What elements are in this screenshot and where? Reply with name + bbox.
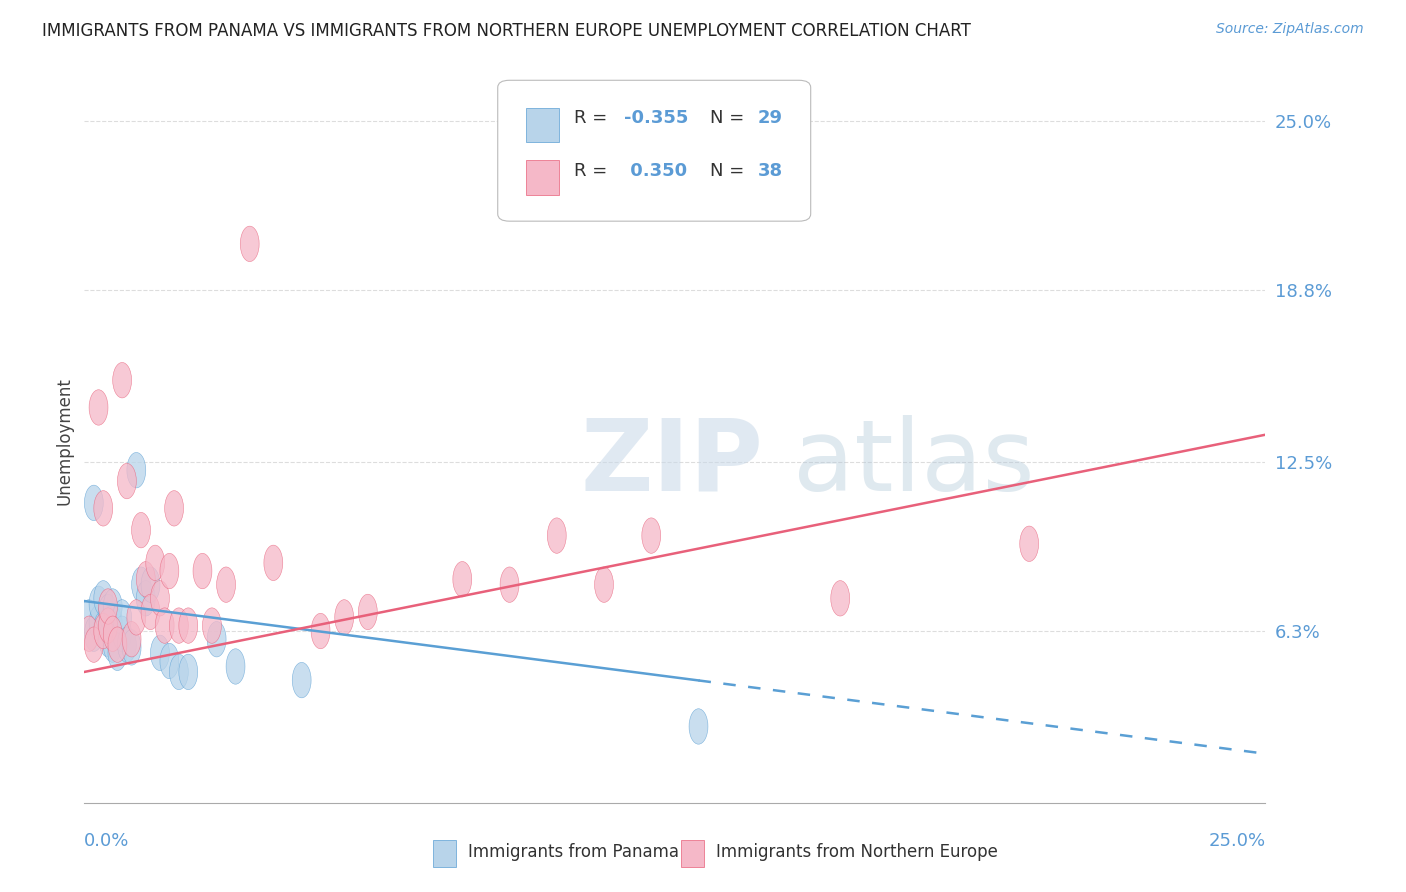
Ellipse shape <box>89 390 108 425</box>
Ellipse shape <box>501 567 519 602</box>
Ellipse shape <box>103 627 122 663</box>
Ellipse shape <box>141 567 160 602</box>
Ellipse shape <box>122 630 141 665</box>
Ellipse shape <box>103 605 122 640</box>
Ellipse shape <box>1019 526 1039 561</box>
Ellipse shape <box>311 614 330 648</box>
Ellipse shape <box>127 452 146 488</box>
Text: R =: R = <box>575 109 613 127</box>
Text: IMMIGRANTS FROM PANAMA VS IMMIGRANTS FROM NORTHERN EUROPE UNEMPLOYMENT CORRELATI: IMMIGRANTS FROM PANAMA VS IMMIGRANTS FRO… <box>42 22 972 40</box>
Ellipse shape <box>453 561 472 597</box>
Ellipse shape <box>98 607 118 643</box>
Text: Source: ZipAtlas.com: Source: ZipAtlas.com <box>1216 22 1364 37</box>
Text: N =: N = <box>710 161 751 179</box>
Ellipse shape <box>84 616 103 651</box>
Ellipse shape <box>155 607 174 643</box>
Ellipse shape <box>108 635 127 671</box>
Ellipse shape <box>136 581 155 616</box>
Ellipse shape <box>103 616 122 651</box>
Ellipse shape <box>141 594 160 630</box>
Ellipse shape <box>689 709 709 744</box>
Ellipse shape <box>89 586 108 622</box>
Ellipse shape <box>150 635 169 671</box>
Ellipse shape <box>217 567 236 602</box>
Ellipse shape <box>169 654 188 690</box>
Text: 0.0%: 0.0% <box>84 831 129 850</box>
Ellipse shape <box>202 607 221 643</box>
Text: R =: R = <box>575 161 613 179</box>
Ellipse shape <box>595 567 613 602</box>
Y-axis label: Unemployment: Unemployment <box>55 377 73 506</box>
Ellipse shape <box>84 627 103 663</box>
Ellipse shape <box>264 545 283 581</box>
Ellipse shape <box>112 599 132 635</box>
Text: 25.0%: 25.0% <box>1208 831 1265 850</box>
Text: ZIP: ZIP <box>581 415 763 512</box>
Ellipse shape <box>94 491 112 526</box>
Ellipse shape <box>132 512 150 548</box>
Ellipse shape <box>292 663 311 698</box>
Ellipse shape <box>112 616 132 651</box>
Ellipse shape <box>240 227 259 261</box>
Ellipse shape <box>207 622 226 657</box>
Ellipse shape <box>179 607 198 643</box>
Ellipse shape <box>103 589 122 624</box>
Ellipse shape <box>118 463 136 499</box>
Ellipse shape <box>146 545 165 581</box>
Ellipse shape <box>94 614 112 648</box>
FancyBboxPatch shape <box>681 839 704 867</box>
FancyBboxPatch shape <box>526 108 560 143</box>
Text: Immigrants from Panama: Immigrants from Panama <box>468 843 679 861</box>
Ellipse shape <box>132 567 150 602</box>
Ellipse shape <box>547 518 567 553</box>
Ellipse shape <box>359 594 377 630</box>
Ellipse shape <box>160 643 179 679</box>
Ellipse shape <box>226 648 245 684</box>
Ellipse shape <box>84 485 103 521</box>
Ellipse shape <box>112 362 132 398</box>
Ellipse shape <box>165 491 184 526</box>
Ellipse shape <box>150 581 169 616</box>
FancyBboxPatch shape <box>498 80 811 221</box>
Ellipse shape <box>89 605 108 640</box>
Ellipse shape <box>98 594 118 630</box>
FancyBboxPatch shape <box>526 161 560 195</box>
Ellipse shape <box>160 553 179 589</box>
Text: Immigrants from Northern Europe: Immigrants from Northern Europe <box>716 843 998 861</box>
Ellipse shape <box>118 627 136 663</box>
Text: 0.350: 0.350 <box>624 161 688 179</box>
Text: atlas: atlas <box>793 415 1035 512</box>
Ellipse shape <box>94 611 112 646</box>
Ellipse shape <box>98 622 118 657</box>
Ellipse shape <box>641 518 661 553</box>
Ellipse shape <box>193 553 212 589</box>
Ellipse shape <box>94 581 112 616</box>
Ellipse shape <box>98 589 118 624</box>
Text: 38: 38 <box>758 161 783 179</box>
FancyBboxPatch shape <box>433 839 456 867</box>
Ellipse shape <box>169 607 188 643</box>
Ellipse shape <box>108 627 127 663</box>
Ellipse shape <box>80 599 98 635</box>
Text: 29: 29 <box>758 109 783 127</box>
Ellipse shape <box>127 599 146 635</box>
Ellipse shape <box>122 622 141 657</box>
Text: -0.355: -0.355 <box>624 109 689 127</box>
Ellipse shape <box>335 599 354 635</box>
Ellipse shape <box>179 654 198 690</box>
Ellipse shape <box>80 616 98 651</box>
Text: N =: N = <box>710 109 751 127</box>
Ellipse shape <box>136 561 155 597</box>
Ellipse shape <box>831 581 849 616</box>
